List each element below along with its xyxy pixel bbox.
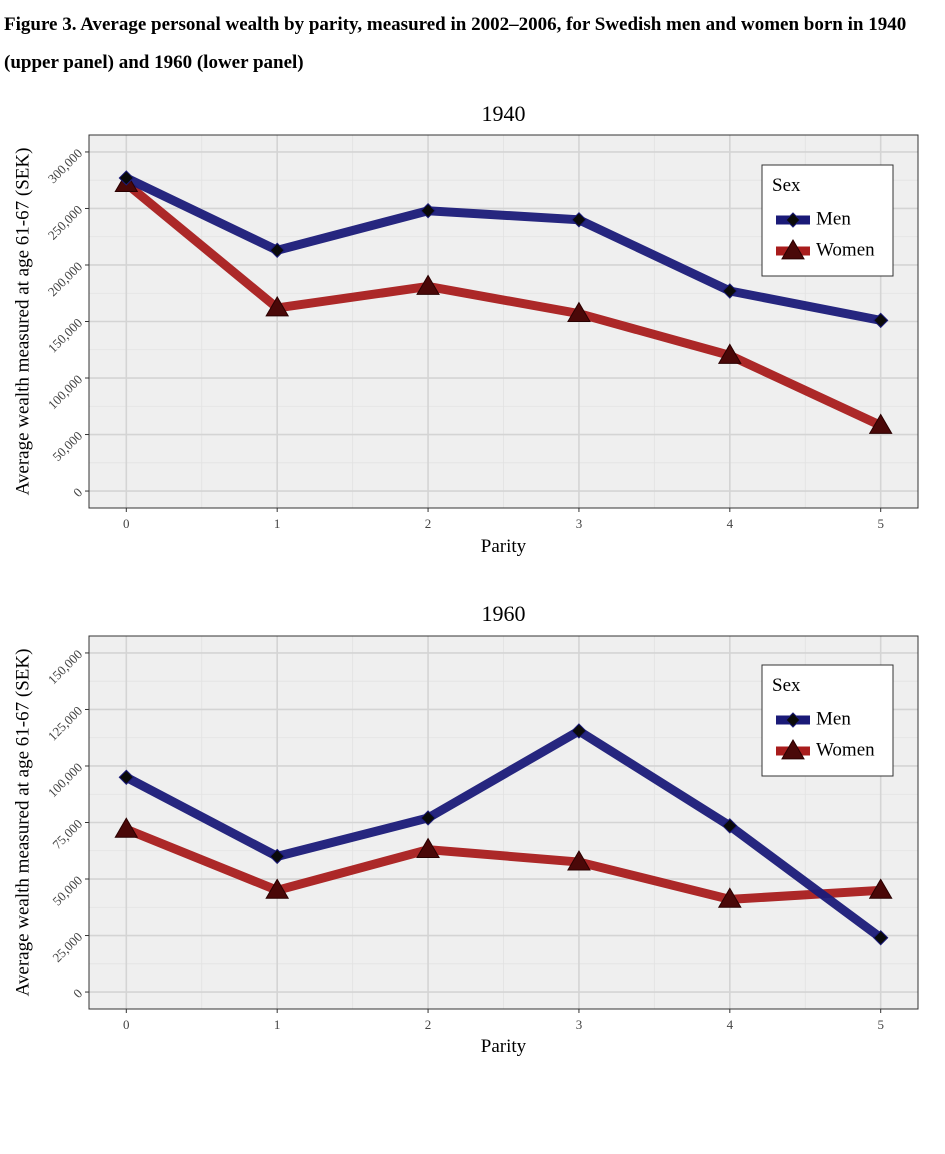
- x-tick-label: 0: [123, 516, 130, 531]
- series-line-women: [124, 825, 881, 904]
- figure-label: Figure 3.: [4, 14, 77, 35]
- legend-key-marker-men: [785, 212, 801, 228]
- panel-1940: 1940 0 50,000 100,000 150,000 200,000 250,000 3…: [12, 101, 919, 557]
- point-men-parity-3: [571, 723, 587, 739]
- y-tick-label: 250,000: [45, 202, 85, 242]
- panel-title: 1960: [482, 601, 526, 626]
- point-women-parity-5: [868, 878, 893, 899]
- x-tick-label: 5: [877, 1017, 884, 1032]
- legend-key-marker-men: [785, 712, 801, 728]
- point-women-parity-1: [265, 878, 290, 899]
- x-tick-label: 0: [123, 1017, 130, 1032]
- legend-label-women: Women: [816, 739, 875, 760]
- figure-title: Average personal wealth by parity, measu…: [4, 14, 907, 73]
- point-men-parity-2: [420, 810, 436, 826]
- point-women-parity-3: [567, 850, 591, 871]
- point-men-parity-5: [872, 312, 889, 329]
- y-tick-label: 150,000: [45, 647, 85, 687]
- x-tick-label: 5: [877, 516, 884, 531]
- point-men-parity-4: [722, 283, 738, 299]
- point-men-parity-0: [118, 769, 135, 785]
- x-tick-label: 3: [576, 516, 583, 531]
- point-men-parity-3: [571, 212, 587, 228]
- y-axis-label: Average wealth measured at age 61-67 (SE…: [12, 148, 33, 496]
- y-tick-label: 50,000: [49, 428, 85, 464]
- x-tick-label: 4: [727, 1017, 734, 1032]
- legend-key-marker-women: [781, 239, 805, 260]
- figure-caption: Figure 3. Average personal wealth by par…: [4, 6, 941, 82]
- y-tick-label: 0: [70, 485, 85, 500]
- point-women-parity-2: [416, 837, 440, 859]
- point-men-parity-1: [269, 242, 285, 258]
- legend-title: Sex: [772, 175, 801, 196]
- point-women-parity-5: [868, 413, 893, 434]
- x-tick-label: 1: [274, 516, 281, 531]
- plot-border: [88, 134, 919, 509]
- x-tick-label: 2: [425, 516, 432, 531]
- y-axis-label: Average wealth measured at age 61-67 (SE…: [12, 649, 33, 997]
- y-tick-label: 100,000: [45, 760, 85, 800]
- panel-1960: 1960025,00050,00075,000100,000125,000150…: [12, 601, 919, 1057]
- point-women-parity-4: [717, 887, 742, 908]
- point-men-parity-4: [722, 818, 738, 834]
- point-men-parity-1: [269, 848, 285, 865]
- y-tick-label: 125,000: [45, 703, 85, 743]
- y-tick-label: 0: [70, 986, 85, 1001]
- point-men-parity-0: [118, 170, 135, 186]
- point-men-parity-5: [872, 930, 889, 946]
- legend-label-women: Women: [816, 239, 875, 260]
- x-tick-label: 4: [727, 516, 734, 531]
- legend-label-men: Men: [816, 208, 851, 229]
- legend-key-marker-women: [781, 739, 805, 760]
- y-tick-label: 25,000: [49, 929, 85, 965]
- y-tick-label: 150,000: [45, 315, 85, 355]
- y-tick-label: 200,000: [45, 259, 85, 299]
- panel-title: 1940: [482, 101, 526, 126]
- point-women-parity-3: [567, 301, 591, 323]
- y-tick-label: 75,000: [49, 816, 85, 852]
- x-axis-label: Parity: [481, 1036, 527, 1057]
- legend-title: Sex: [772, 675, 801, 696]
- x-tick-label: 2: [425, 1017, 432, 1032]
- series-line-men: [124, 173, 882, 325]
- legend-label-men: Men: [816, 708, 851, 729]
- point-women-parity-1: [265, 295, 290, 317]
- point-men-parity-2: [420, 203, 436, 219]
- legend: Sex Men Women: [761, 664, 894, 777]
- x-tick-label: 1: [274, 1017, 281, 1032]
- point-women-parity-4: [717, 343, 742, 364]
- point-women-parity-2: [416, 274, 440, 295]
- point-women-parity-0: [114, 817, 139, 838]
- x-tick-label: 3: [576, 1017, 583, 1032]
- y-tick-label: 100,000: [45, 372, 85, 412]
- legend: Sex Men Women: [761, 164, 894, 277]
- x-axis-label: Parity: [481, 536, 527, 557]
- series-line-men: [124, 725, 884, 942]
- series-line-women: [123, 180, 883, 430]
- y-tick-label: 50,000: [49, 873, 85, 909]
- y-tick-label: 300,000: [45, 146, 85, 186]
- plot-border: [88, 635, 919, 1010]
